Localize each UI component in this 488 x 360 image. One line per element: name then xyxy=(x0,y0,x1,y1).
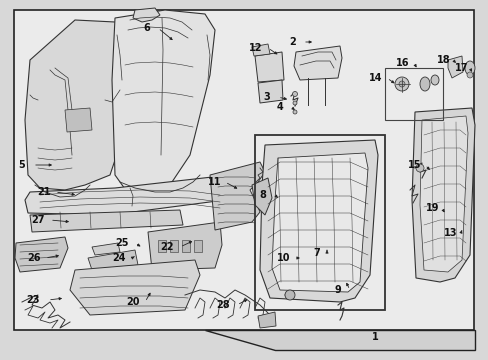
Polygon shape xyxy=(133,8,160,22)
Text: 6: 6 xyxy=(143,23,150,33)
Text: 8: 8 xyxy=(259,190,266,200)
Text: 9: 9 xyxy=(334,285,341,295)
Polygon shape xyxy=(447,56,462,78)
Polygon shape xyxy=(293,46,341,80)
Ellipse shape xyxy=(398,81,404,87)
Text: 4: 4 xyxy=(276,102,283,112)
Bar xyxy=(194,240,202,252)
Text: 18: 18 xyxy=(436,55,450,65)
Bar xyxy=(254,135,384,310)
Text: 14: 14 xyxy=(368,73,382,83)
Bar xyxy=(170,240,178,252)
Text: 10: 10 xyxy=(277,253,290,263)
Polygon shape xyxy=(70,260,200,315)
Polygon shape xyxy=(30,210,183,232)
Polygon shape xyxy=(112,10,215,196)
Ellipse shape xyxy=(292,91,297,96)
Ellipse shape xyxy=(419,77,429,91)
Ellipse shape xyxy=(394,77,408,91)
Ellipse shape xyxy=(415,164,423,172)
Polygon shape xyxy=(148,222,222,270)
Polygon shape xyxy=(92,243,120,255)
Text: 23: 23 xyxy=(26,295,40,305)
Polygon shape xyxy=(88,250,138,270)
Text: 3: 3 xyxy=(263,92,270,102)
Ellipse shape xyxy=(285,290,294,300)
Ellipse shape xyxy=(292,110,296,114)
Text: 5: 5 xyxy=(19,160,25,170)
Text: 21: 21 xyxy=(37,187,51,197)
Text: 28: 28 xyxy=(216,300,229,310)
Polygon shape xyxy=(419,116,467,272)
Polygon shape xyxy=(271,153,367,292)
Text: 1: 1 xyxy=(371,332,378,342)
Text: 27: 27 xyxy=(31,215,45,225)
Polygon shape xyxy=(254,52,284,82)
Ellipse shape xyxy=(430,75,438,85)
Text: 13: 13 xyxy=(443,228,457,238)
Ellipse shape xyxy=(466,72,472,78)
Text: 16: 16 xyxy=(395,58,409,68)
Polygon shape xyxy=(258,312,275,328)
Polygon shape xyxy=(260,140,377,302)
Text: 22: 22 xyxy=(160,242,173,252)
Text: 7: 7 xyxy=(313,248,320,258)
Bar xyxy=(384,68,442,120)
Text: 20: 20 xyxy=(126,297,140,307)
Polygon shape xyxy=(15,237,68,272)
Polygon shape xyxy=(25,175,235,215)
Text: 25: 25 xyxy=(115,238,128,248)
Polygon shape xyxy=(209,162,264,230)
Polygon shape xyxy=(251,178,271,215)
Polygon shape xyxy=(258,80,283,103)
Polygon shape xyxy=(25,20,130,190)
Text: 17: 17 xyxy=(454,63,468,73)
Text: 26: 26 xyxy=(27,253,41,263)
Polygon shape xyxy=(65,108,92,132)
Polygon shape xyxy=(251,44,269,56)
Text: 2: 2 xyxy=(289,37,296,47)
Ellipse shape xyxy=(464,61,474,75)
Text: 11: 11 xyxy=(208,177,221,187)
Text: 12: 12 xyxy=(249,43,262,53)
Text: 19: 19 xyxy=(426,203,439,213)
Bar xyxy=(14,10,473,330)
Bar xyxy=(182,240,190,252)
Text: 24: 24 xyxy=(112,253,125,263)
Ellipse shape xyxy=(292,101,296,105)
Bar xyxy=(158,240,165,252)
Polygon shape xyxy=(204,330,474,350)
Polygon shape xyxy=(411,108,474,282)
Text: 15: 15 xyxy=(407,160,421,170)
